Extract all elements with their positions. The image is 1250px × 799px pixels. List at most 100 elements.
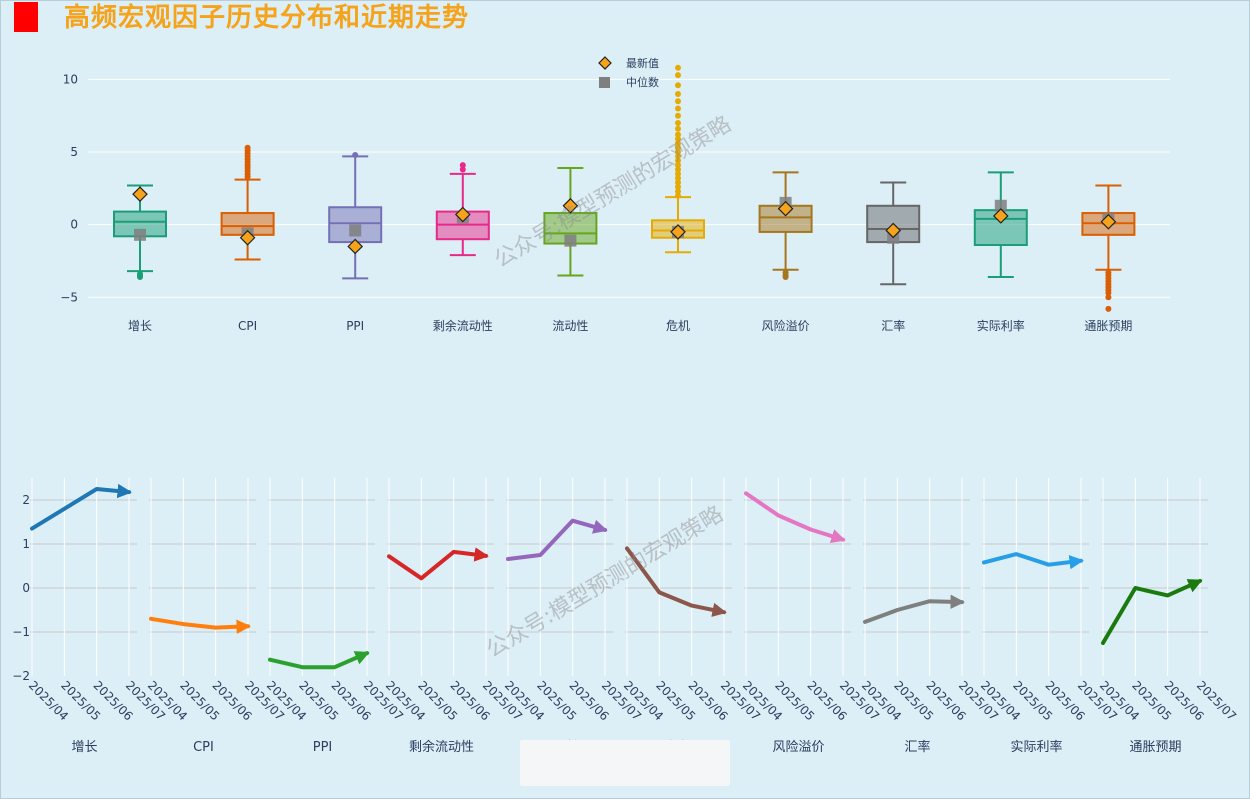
title-marker [14,2,38,32]
legend-latest-symbol [598,56,612,70]
outlier-point [459,162,466,169]
outlier-point [137,273,143,280]
outlier-point [1105,294,1112,301]
box-series: 通胀预期 [1081,184,1136,333]
outlier-point [675,192,681,199]
latest-marker [347,238,364,255]
panel-label: 通胀预期 [1129,740,1181,755]
y-tick-label: 10 [63,72,78,86]
outlier-point [675,175,681,182]
category-label: 危机 [666,319,690,333]
legend-median-symbol [599,77,610,88]
panel-label: PPI [313,740,333,755]
box-series: 实际利率 [973,171,1028,333]
outlier-point [675,179,681,186]
y-tick-label: 2 [22,493,30,507]
outlier-point [675,125,681,132]
watermark-text: 公众号:模型预测的宏观策略 [490,112,736,273]
outlier-point [675,188,681,195]
category-label: 通胀预期 [1084,319,1132,333]
panel-label: CPI [193,740,214,755]
outlier-point [782,273,789,280]
outlier-point [675,90,681,97]
outlier-point [675,64,681,71]
latest-marker [132,186,148,203]
median-marker [994,199,1007,212]
panel-label: 剩余流动性 [409,739,474,755]
trend-line [1101,578,1203,645]
y-tick-label: 5 [70,145,78,159]
latest-marker [454,206,471,223]
outlier-point [675,98,681,105]
category-label: CPI [238,319,257,333]
outlier-point [1105,305,1112,312]
trend-line [30,483,132,531]
box-series: CPI [220,144,275,333]
median-marker [349,224,362,237]
latest-marker [885,222,902,239]
category-label: 实际利率 [977,318,1025,333]
median-marker [134,228,146,241]
category-label: 流动性 [552,319,588,333]
trend-line [863,594,965,624]
outlier-point [675,153,681,160]
outlier-point [459,166,466,173]
panel-label: 风险溢价 [772,740,824,755]
latest-marker [562,197,579,214]
outlier-point [675,131,681,138]
trend-line [268,651,370,670]
outlier-point [675,149,681,156]
category-label: 剩余流动性 [433,318,493,333]
outlier-point [675,183,681,190]
box-plot-chart: 10 5 0 −5 增长 CPI PPI 剩余流动性 流动性 危机 风险溢价 汇率 实际利率 通胀预期 最新… [60,56,1170,333]
trend-line [625,546,727,617]
outlier-point [675,166,681,173]
panel-label: 汇率 [904,739,930,755]
trend-line [982,552,1084,570]
latest-marker [670,224,686,240]
latest-marker [1100,213,1117,230]
y-tick-label: 0 [70,218,78,232]
box-series: 剩余流动性 [433,162,493,333]
outlier-point [675,120,681,126]
latest-marker [777,200,794,217]
category-label: 汇率 [881,318,905,333]
box-series: 风险溢价 [758,171,813,333]
latest-marker [992,208,1009,224]
category-label: 增长 [128,319,152,333]
outlier-point [675,112,681,119]
page-title: 高频宏观因子历史分布和近期走势 [64,3,470,33]
trend-line [149,616,251,634]
y-tick-label: −2 [12,669,30,683]
y-tick-label: −1 [12,625,30,639]
outlier-point [352,151,359,158]
outlier-point [675,140,681,147]
y-tick-label: 1 [22,537,30,551]
y-tick-label: 0 [22,581,30,595]
category-label: 风险溢价 [762,318,810,333]
trend-line-charts: 210−1−22025/042025/052025/062025/07增长202… [12,478,1239,755]
median-marker [564,234,577,247]
y-tick-label: −5 [60,290,78,304]
redacted-area [520,740,730,786]
panel-label: 增长 [71,740,97,755]
latest-marker [239,229,256,246]
outlier-point [675,170,681,177]
legend-label-latest: 最新值 [626,56,659,70]
trend-line [506,518,608,561]
trend-line [387,547,489,581]
box-series: 危机 [651,64,705,333]
legend-label-median: 中位数 [626,75,659,89]
box-series: 增长 [113,184,167,333]
panel-label: 实际利率 [1010,739,1062,755]
outlier-point [675,72,681,79]
category-label: PPI [346,319,364,333]
outlier-point [675,144,681,151]
outlier-point [675,82,681,89]
outlier-point [675,135,681,142]
outlier-point [675,157,681,164]
